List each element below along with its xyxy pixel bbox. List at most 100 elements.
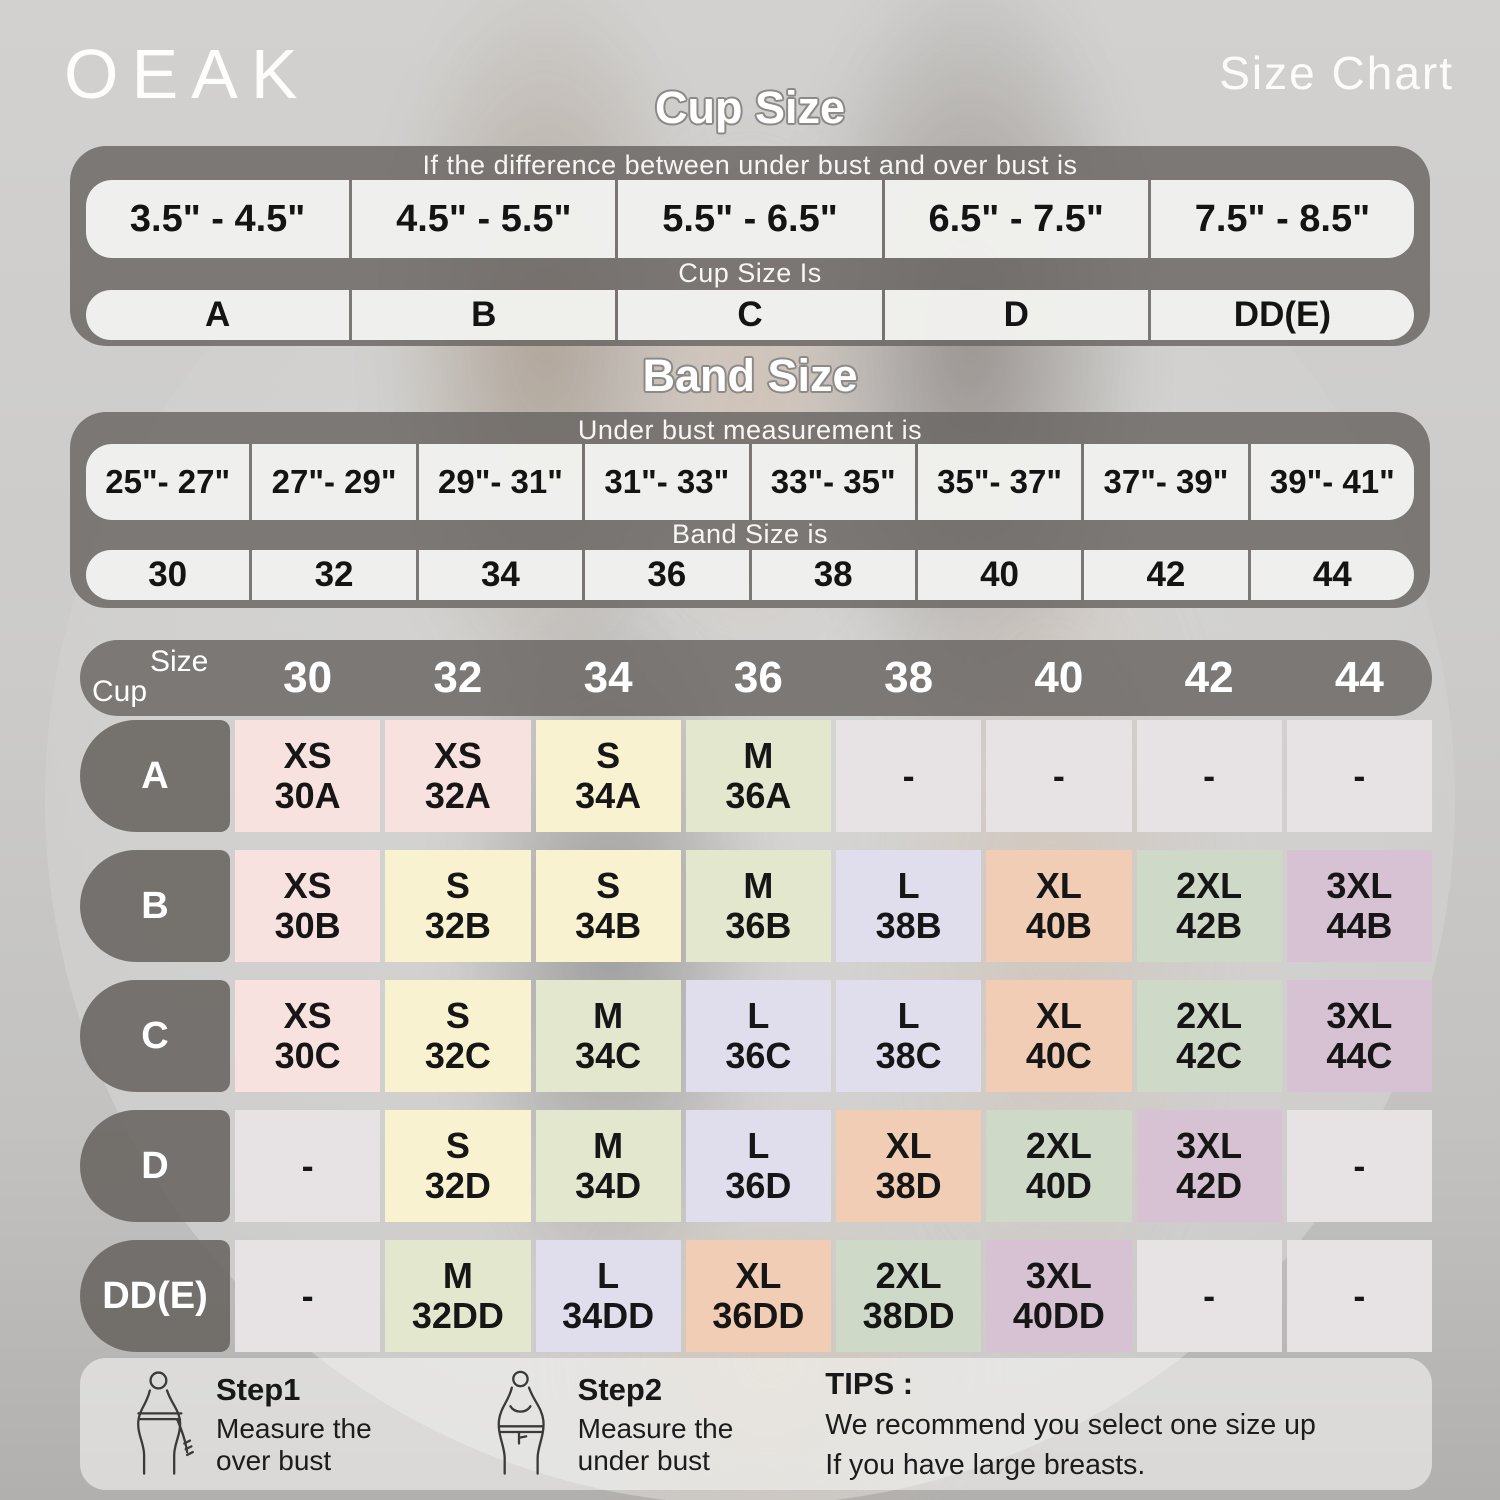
matrix-cell-34DD: L 34DD: [535, 1240, 681, 1352]
band-range-row: 25"- 27" 27"- 29" 29"- 31" 31"- 33" 33"- 35"…: [86, 444, 1414, 520]
matrix-row-label-B: B: [80, 850, 230, 962]
matrix-cell-32C: S 32C: [385, 980, 531, 1092]
matrix-cell-40D: 2XL 40D: [986, 1110, 1132, 1222]
band-value-cell-4: 38: [751, 550, 915, 600]
matrix-cell-34A: S 34A: [535, 720, 681, 832]
matrix-row-label-A: A: [80, 720, 230, 832]
band-range-cell-2: 29"- 31": [418, 444, 583, 520]
cup-range-cell-3: 6.5" - 7.5": [884, 180, 1148, 258]
band-condition-label: Under bust measurement is: [577, 414, 923, 445]
matrix-cell-36A: M 36A: [685, 720, 831, 832]
matrix-header-bar: Size Cup 30 32 34 36 38 40 42 44: [80, 640, 1432, 716]
cup-range-cell-2: 5.5" - 6.5": [618, 180, 882, 258]
cup-value-cell-3: D: [884, 290, 1148, 340]
cup-value-cell-1: B: [352, 290, 616, 340]
cup-size-title: Cup Size: [654, 82, 846, 133]
band-range-cell-3: 31"- 33": [585, 444, 749, 520]
matrix-cell-38C: L 38C: [836, 980, 982, 1092]
matrix-cell-30A: XS 30A: [235, 720, 381, 832]
matrix-cell-44B: 3XL 44B: [1286, 850, 1432, 962]
step2-title: Step2: [577, 1372, 663, 1408]
band-value-cell-1: 32: [252, 550, 416, 600]
matrix-row-A: A XS 30A XS 32A S 34A M 36A - - - -: [80, 720, 1432, 832]
matrix-cell-40B: XL 40B: [986, 850, 1132, 962]
matrix-cell-34D: M 34D: [535, 1110, 681, 1222]
band-range-cell-6: 37"- 39": [1084, 444, 1248, 520]
matrix-corner-label: Size Cup: [80, 640, 230, 716]
step1-title: Step1: [216, 1372, 301, 1408]
band-result-label: Band Size is: [671, 518, 829, 549]
footer-step-1: Step1 Measure the over bust: [114, 1369, 372, 1480]
footer-instructions: Step1 Measure the over bust: [80, 1358, 1432, 1490]
cup-range-row: 3.5" - 4.5" 4.5" - 5.5" 5.5" - 6.5" 6.5" - …: [86, 180, 1415, 258]
band-value-cell-7: 44: [1250, 550, 1414, 600]
cup-condition-label: If the difference between under bust and…: [422, 149, 1078, 180]
band-range-cell-5: 35"- 37": [917, 444, 1082, 520]
matrix-body: A XS 30A XS 32A S 34A M 36A - - - - B XS 30B S 32B S 34B M 36…: [80, 720, 1432, 1352]
tips-line2: If you have large breasts.: [825, 1449, 1146, 1481]
matrix-cell-42D: 3XL 42D: [1136, 1110, 1282, 1222]
matrix-cell-32DD: M 32DD: [385, 1240, 531, 1352]
matrix-row-label-D: D: [80, 1110, 230, 1222]
background-photo-blob: [790, 0, 1150, 740]
matrix-cell-32A: XS 32A: [385, 720, 531, 832]
matrix-cell-30C: XS 30C: [235, 980, 381, 1092]
matrix-cell-44C: 3XL 44C: [1286, 980, 1432, 1092]
matrix-cell-42B: 2XL 42B: [1136, 850, 1282, 962]
matrix-cell-empty: -: [1286, 720, 1432, 832]
matrix-column-header-34: 34: [583, 653, 633, 702]
step2-line2: under bust: [577, 1444, 710, 1476]
cup-value-cell-0: A: [86, 290, 350, 340]
matrix-cell-36D: L 36D: [685, 1110, 831, 1222]
matrix-cell-38DD: 2XL 38DD: [836, 1240, 982, 1352]
cup-value-row: A B C D DD(E): [86, 290, 1415, 340]
matrix-row-B: B XS 30B S 32B S 34B M 36B L 38B XL 40B 2XL 42B 3XL 44B: [80, 850, 1432, 962]
cup-result-label: Cup Size Is: [678, 257, 822, 288]
matrix-column-header-42: 42: [1184, 653, 1234, 702]
band-value-cell-0: 30: [86, 550, 250, 600]
matrix-column-header-38: 38: [884, 653, 934, 702]
cup-range-cell-0: 3.5" - 4.5": [86, 180, 350, 258]
band-range-cell-7: 39"- 41": [1250, 444, 1414, 520]
matrix-column-header-36: 36: [733, 653, 783, 702]
matrix-row-label-C: C: [80, 980, 230, 1092]
matrix-cell-34B: S 34B: [535, 850, 681, 962]
matrix-row-C: C XS 30C S 32C M 34C L 36C L 38C XL 40C 2XL 42C 3XL 44C: [80, 980, 1432, 1092]
matrix-cell-38D: XL 38D: [836, 1110, 982, 1222]
matrix-cell-34C: M 34C: [535, 980, 681, 1092]
measure-under-bust-icon: [476, 1369, 562, 1480]
matrix-corner-cup: Cup: [92, 675, 148, 708]
matrix-corner-size: Size: [150, 645, 209, 678]
matrix-cell-empty: -: [235, 1110, 381, 1222]
band-range-cell-0: 25"- 27": [86, 444, 250, 520]
matrix-cell-32B: S 32B: [385, 850, 531, 962]
step1-line2: over bust: [216, 1444, 332, 1476]
band-size-panel: Under bust measurement is 25"- 27" 27"- 2…: [70, 412, 1430, 608]
cup-range-cell-1: 4.5" - 5.5": [352, 180, 616, 258]
matrix-cell-30B: XS 30B: [235, 850, 381, 962]
step1-line1: Measure the: [216, 1413, 372, 1445]
footer-tips: TIPS : We recommend you select one size …: [825, 1366, 1316, 1482]
band-value-cell-2: 34: [418, 550, 583, 600]
matrix-column-header-30: 30: [283, 653, 333, 702]
matrix-cell-36DD: XL 36DD: [685, 1240, 831, 1352]
matrix-cell-32D: S 32D: [385, 1110, 531, 1222]
step2-line1: Measure the: [577, 1413, 734, 1445]
matrix-cell-empty: -: [986, 720, 1132, 832]
matrix-row-D: D - S 32D M 34D L 36D XL 38D 2XL 40D 3XL 42D -: [80, 1110, 1432, 1222]
matrix-cell-empty: -: [1286, 1240, 1432, 1352]
matrix-row-DD(E): DD(E) - M 32DD L 34DD XL 36DD 2XL 38DD 3XL 40DD - -: [80, 1240, 1432, 1352]
matrix-cell-42C: 2XL 42C: [1136, 980, 1282, 1092]
matrix-cell-empty: -: [1136, 1240, 1282, 1352]
band-size-title: Band Size: [642, 350, 858, 401]
cup-value-cell-2: C: [618, 290, 882, 340]
matrix-column-header-32: 32: [433, 653, 483, 702]
matrix-cell-36B: M 36B: [685, 850, 831, 962]
measure-over-bust-icon: [114, 1369, 200, 1480]
matrix-cell-36C: L 36C: [685, 980, 831, 1092]
brand-logo: OEAK: [64, 35, 311, 113]
footer-step-2: Step2 Measure the under bust: [476, 1369, 734, 1480]
tips-line1: We recommend you select one size up: [825, 1409, 1316, 1441]
band-value-row: 30 32 34 36 38 40 42 44: [86, 550, 1414, 600]
matrix-cell-empty: -: [1136, 720, 1282, 832]
